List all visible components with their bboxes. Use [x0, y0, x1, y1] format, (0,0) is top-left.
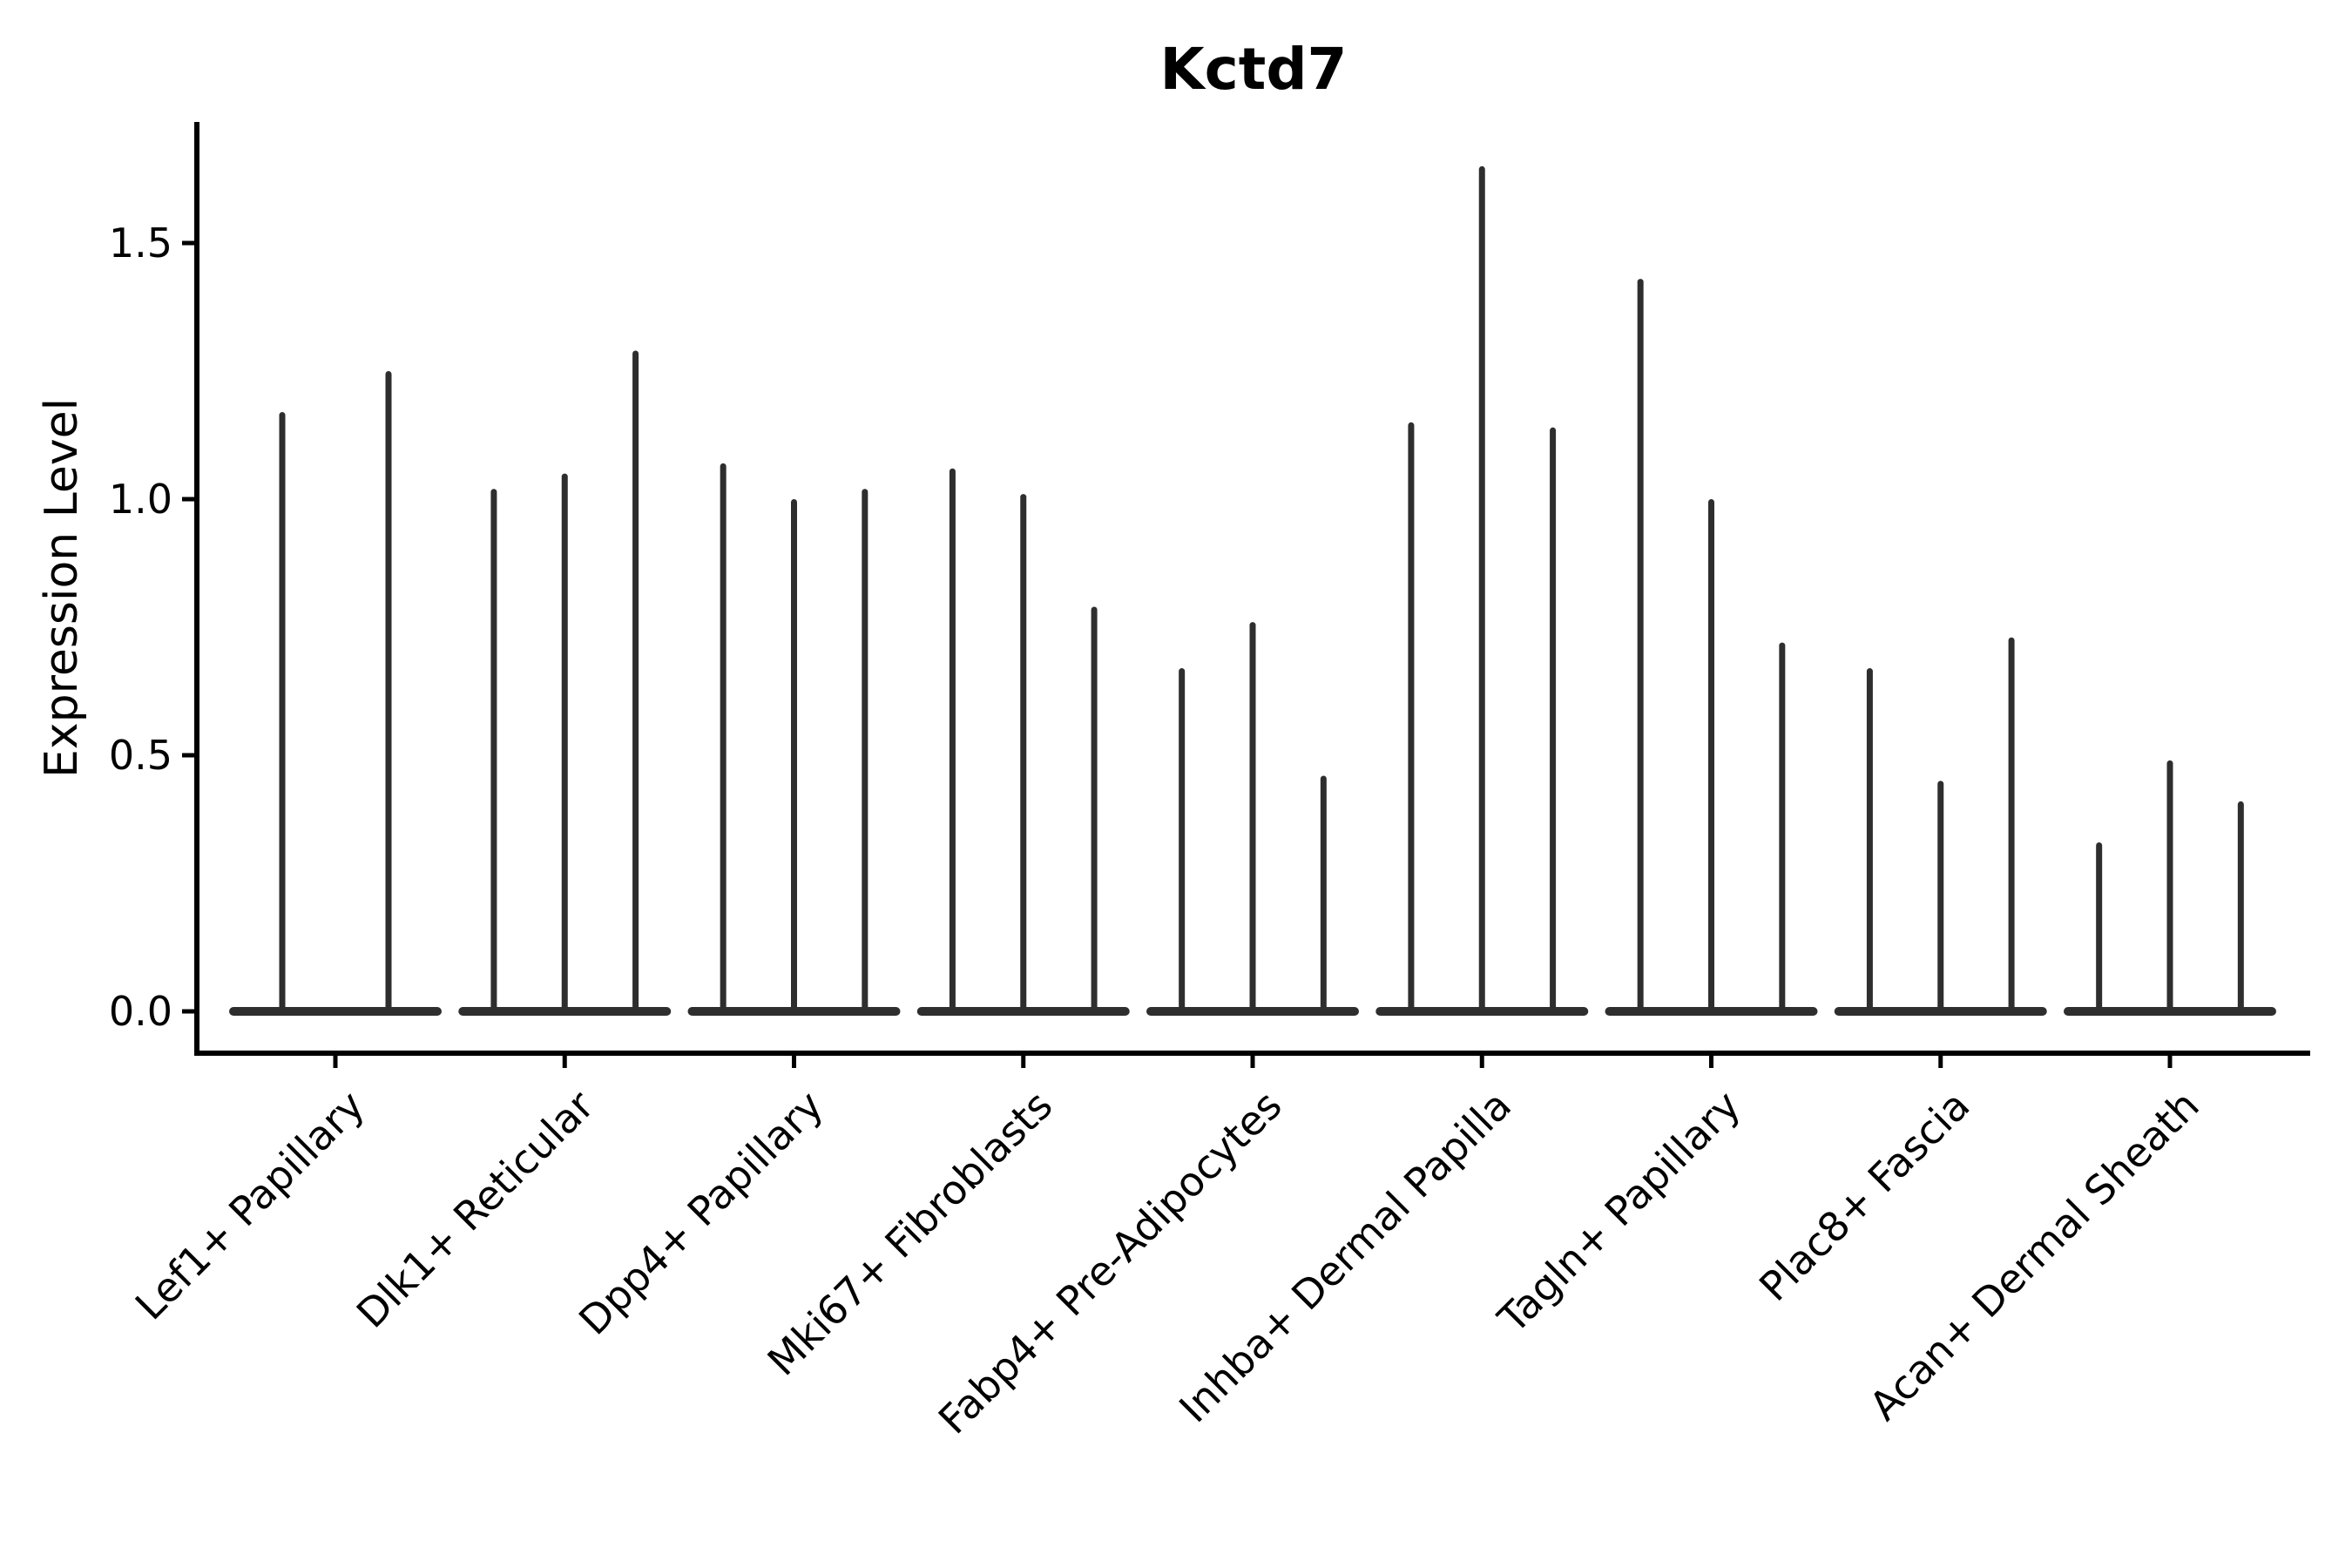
violin-spike: [1708, 499, 1714, 1016]
violin-spike: [1091, 606, 1098, 1016]
violin-spike: [949, 468, 956, 1016]
violin-spike: [720, 463, 727, 1016]
x-tick-label: Tagln+ Papillary: [1489, 1082, 1750, 1343]
violin-spike: [862, 489, 868, 1016]
chart-title: Kctd7: [1160, 36, 1348, 103]
axes-layer: 0.0 0.5 1.0 1.5: [109, 122, 2310, 1068]
violin-spike: [2166, 760, 2173, 1016]
x-tick-label: Plac8+ Fascia: [1750, 1082, 1978, 1310]
violin-spike: [791, 499, 797, 1016]
violin-spike: [385, 371, 392, 1016]
violin-spike: [2237, 801, 2244, 1016]
y-tick-label: 0.0: [109, 988, 172, 1035]
violin-spike: [1320, 775, 1327, 1016]
violin-spike: [1249, 622, 1256, 1016]
x-tick-label: Dlk1+ Reticular: [348, 1082, 603, 1337]
violin-spike: [561, 473, 568, 1016]
violin-spike: [1637, 279, 1644, 1016]
x-tick-label: Dpp4+ Papillary: [570, 1082, 832, 1344]
violin-spike: [1179, 668, 1186, 1016]
x-tick-label: Lef1+ Papillary: [126, 1082, 374, 1329]
violin-spike: [1937, 781, 1944, 1016]
violin-spike: [1866, 668, 1873, 1016]
violin-layer: [229, 166, 2276, 1017]
violin-spike: [2096, 841, 2103, 1016]
y-axis-label: Expression Level: [36, 398, 88, 778]
y-tick-label: 1.0: [109, 476, 172, 523]
violin-spike: [279, 412, 286, 1016]
violin-spike: [1020, 494, 1027, 1016]
violin-spike: [1550, 427, 1557, 1016]
y-tick-label: 0.5: [109, 732, 172, 779]
violin-spike: [2008, 637, 2015, 1016]
violin-spike: [490, 489, 497, 1016]
y-tick-label: 1.5: [109, 220, 172, 267]
violin-spike: [1779, 642, 1786, 1016]
violin-spike: [1408, 422, 1415, 1016]
violin-base: [229, 1007, 442, 1016]
violin-spike: [1478, 166, 1485, 1017]
violin-spike: [632, 350, 639, 1017]
